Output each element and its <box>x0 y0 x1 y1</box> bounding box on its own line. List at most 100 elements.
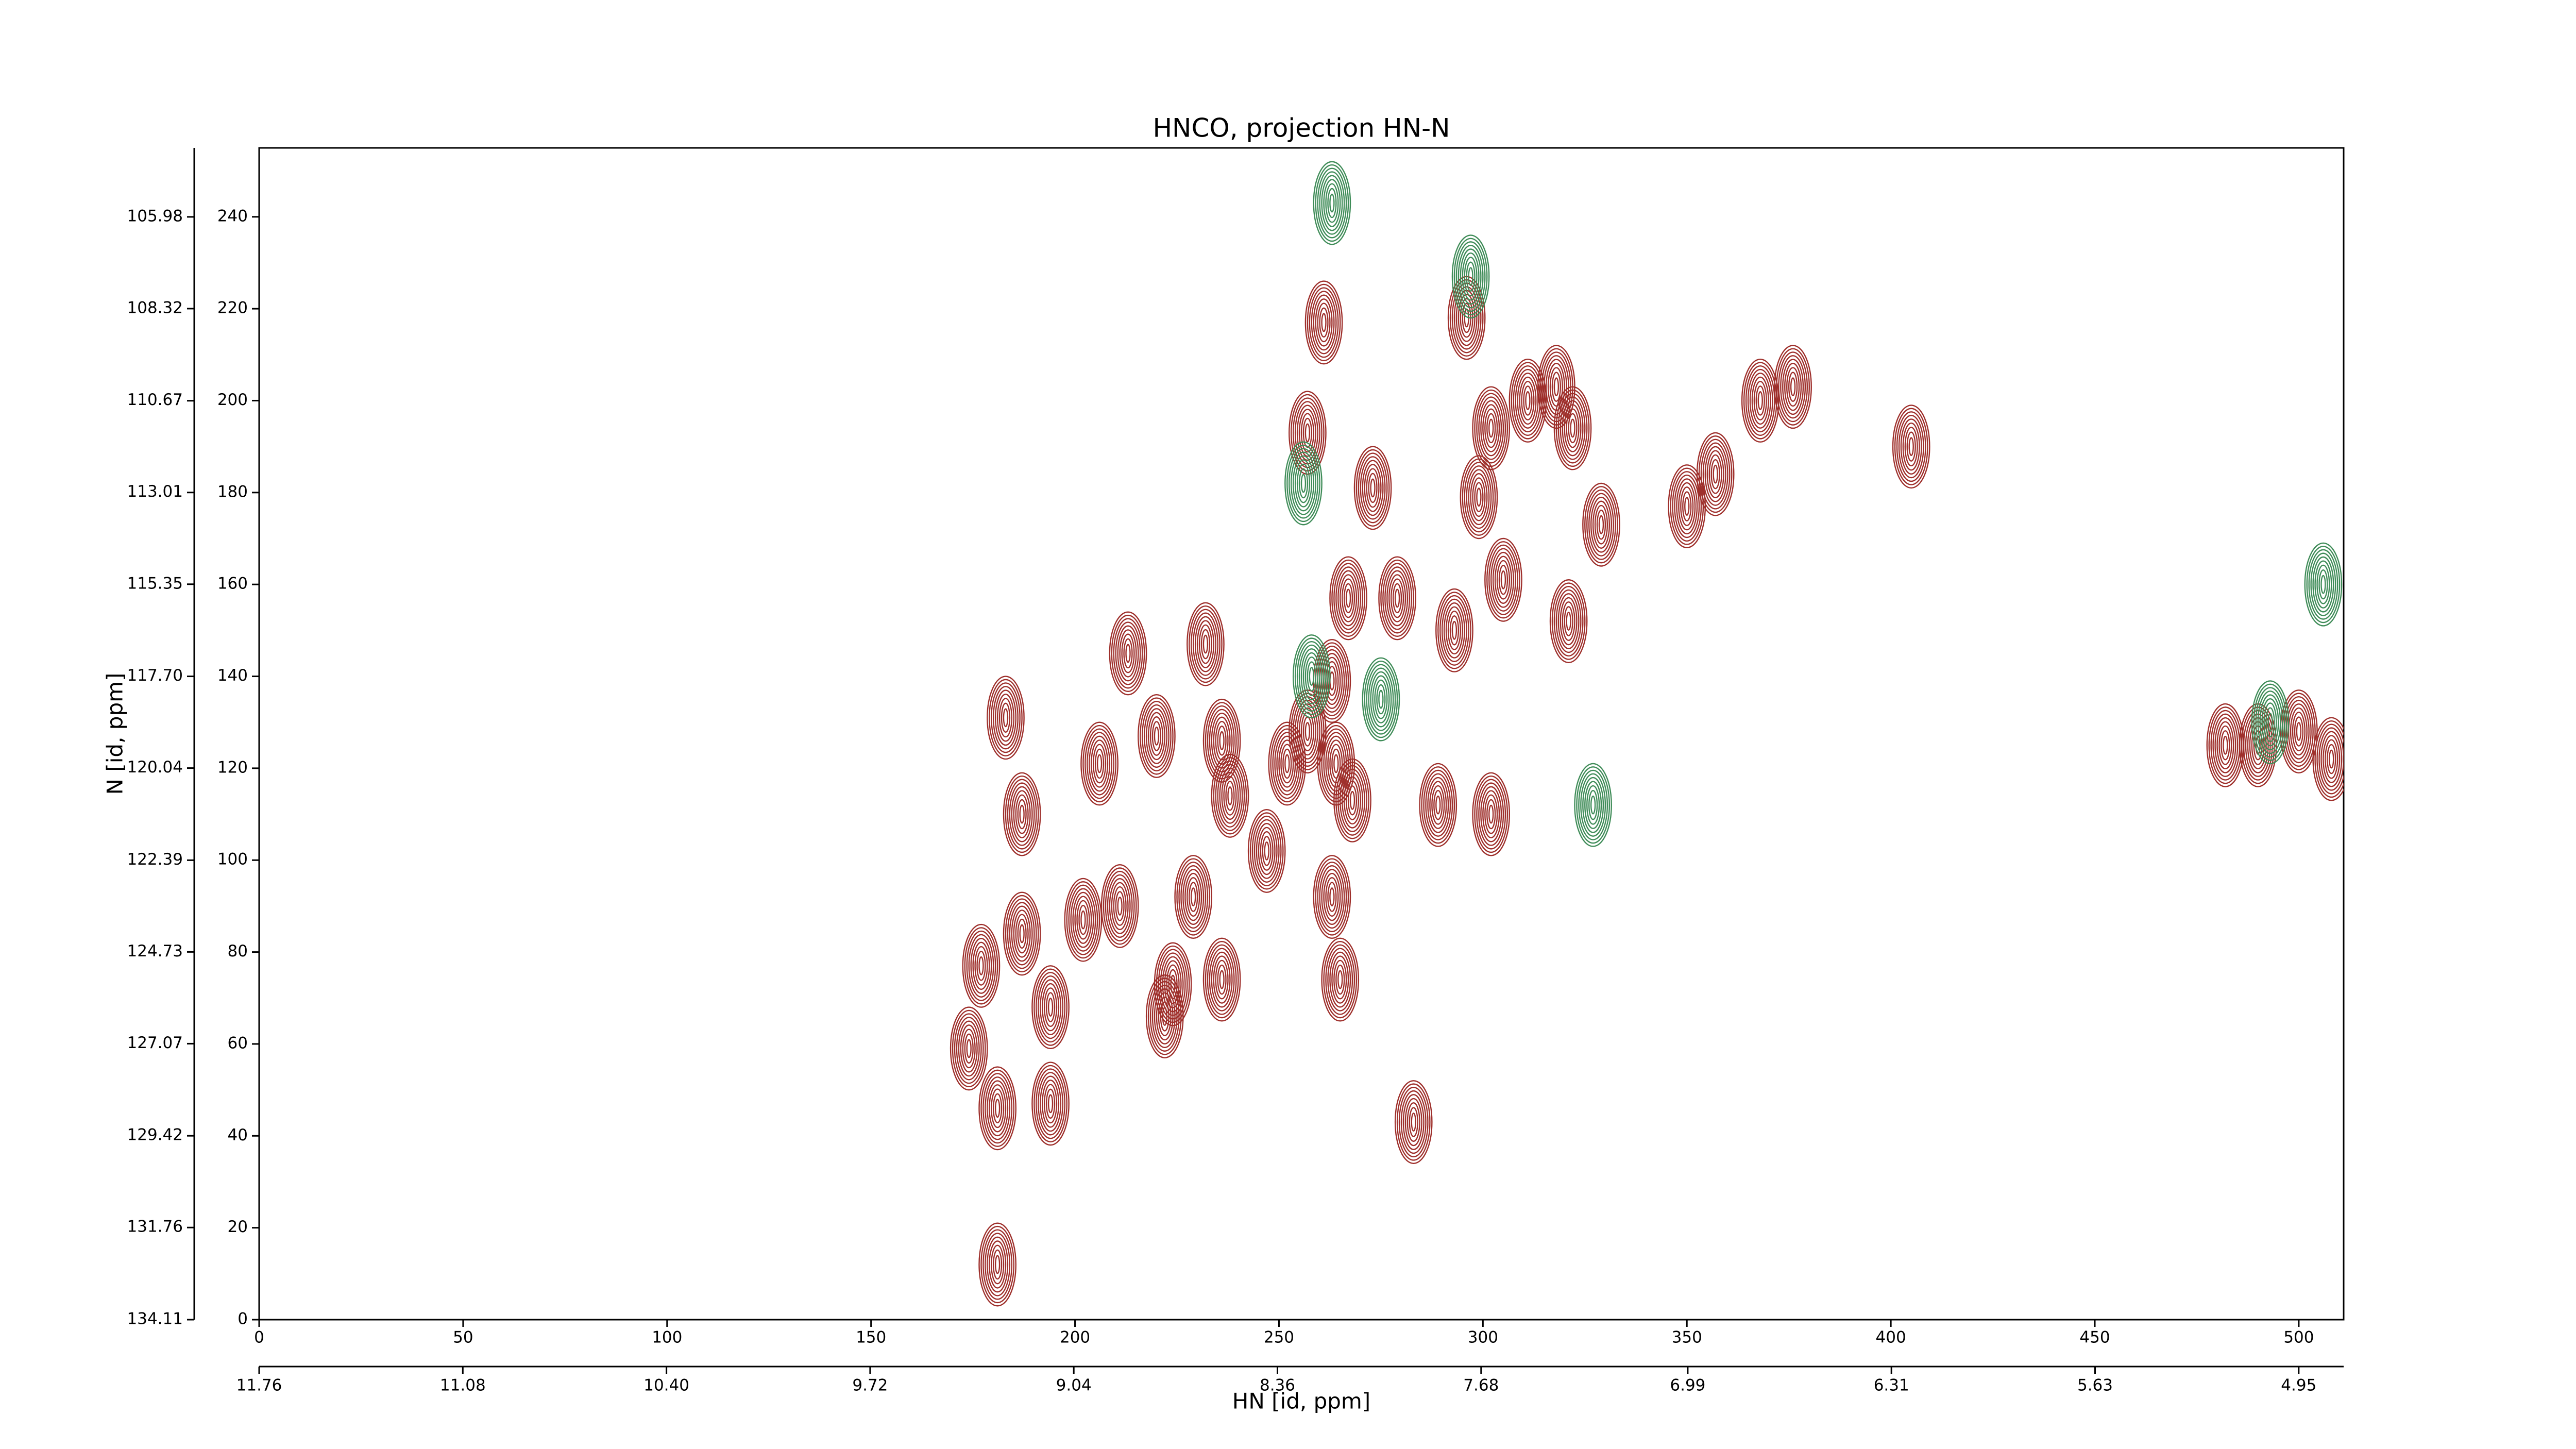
contour-level <box>1545 359 1567 415</box>
contour-level <box>1317 167 1347 239</box>
contour-level <box>1433 790 1443 820</box>
contour-level <box>1904 427 1918 467</box>
contour-level <box>1555 389 1590 467</box>
x-tick-label: 250 <box>1264 1328 1294 1347</box>
contour-level <box>1906 431 1916 462</box>
contour-level <box>1460 248 1482 305</box>
contour-level <box>1551 582 1586 660</box>
contour-level <box>1423 769 1453 840</box>
peak-contour <box>1574 763 1612 847</box>
contour-level <box>1553 586 1584 657</box>
contour-level <box>1466 465 1492 529</box>
contour-level <box>1154 727 1160 746</box>
y2-tick-label: 115.35 <box>127 574 183 593</box>
peak-contour <box>950 1006 988 1091</box>
contour-level <box>1040 979 1062 1035</box>
contour-level <box>1194 616 1216 672</box>
y-tick-label: 60 <box>228 1034 248 1052</box>
contour-level <box>1309 287 1339 358</box>
contour-level <box>1523 385 1533 416</box>
contour-level <box>1315 298 1333 347</box>
contour-level <box>1187 877 1200 917</box>
contour-level <box>1019 804 1025 824</box>
contour-level <box>1300 648 1323 704</box>
contour-level <box>1078 904 1088 935</box>
contour-level <box>1743 362 1777 440</box>
contour-level <box>1698 435 1733 513</box>
contour-level <box>1115 621 1141 685</box>
contour-level <box>1258 827 1276 875</box>
contour-level <box>996 694 1014 742</box>
peak-contour <box>1003 772 1041 856</box>
contour-level <box>2221 730 2230 761</box>
contour-level <box>1166 964 1180 1004</box>
contour-level <box>1566 408 1580 448</box>
contour-level <box>998 698 1013 738</box>
contour-level <box>1011 905 1033 962</box>
contour-level <box>1592 500 1610 549</box>
contour-level <box>968 934 994 998</box>
contour-level <box>1511 362 1545 440</box>
contour-level <box>966 1039 972 1058</box>
contour-level <box>1223 776 1237 816</box>
contour-level <box>2318 727 2344 791</box>
contour-level <box>1335 566 1362 630</box>
contour-level <box>1706 450 1724 498</box>
y2-tick-label: 134.11 <box>127 1310 183 1328</box>
contour-level <box>985 1233 1011 1296</box>
contour-level <box>1117 896 1123 916</box>
contour-level <box>2212 713 2239 777</box>
contour-level <box>1082 724 1116 803</box>
contour-level <box>1745 365 1775 436</box>
contour-level <box>2210 710 2241 781</box>
contour-level <box>1462 458 1496 536</box>
contour-level <box>1042 1080 1060 1128</box>
contour-level <box>1406 1102 1420 1142</box>
contour-level <box>1140 697 1174 775</box>
contour-level <box>1580 773 1606 837</box>
contour-level <box>1362 460 1384 516</box>
contour-level <box>1486 799 1496 830</box>
y2-tick-label: 131.76 <box>127 1218 183 1236</box>
contour-level <box>1221 771 1239 820</box>
x-tick-label: 300 <box>1468 1328 1498 1347</box>
contour-level <box>1270 724 1304 803</box>
contour-level <box>1335 762 1369 839</box>
contour-level <box>1431 785 1445 825</box>
peak-contour <box>1289 391 1327 475</box>
x2-tick-label: 6.99 <box>1670 1376 1705 1395</box>
contour-level <box>1576 766 1610 844</box>
contour-level <box>1068 884 1098 955</box>
contour-level <box>2329 749 2334 769</box>
x-tick-label: 400 <box>1876 1328 1906 1347</box>
contour-level <box>1145 708 1167 764</box>
contour-level <box>1488 544 1518 615</box>
contour-level <box>1710 459 1720 490</box>
peak-contour <box>2251 680 2290 765</box>
contour-level <box>1484 408 1498 448</box>
peak-contour <box>1362 657 1400 742</box>
contour-level <box>1107 874 1133 938</box>
contour-level <box>1398 1087 1429 1158</box>
peak-contour <box>1892 405 1930 489</box>
contour-level <box>1013 790 1031 838</box>
contour-level <box>1402 1094 1425 1150</box>
contour-level <box>1191 609 1221 680</box>
contour-level <box>1147 712 1165 761</box>
peak-contour <box>1064 878 1103 962</box>
contour-level <box>1378 689 1384 709</box>
contour-level <box>1327 188 1337 218</box>
contour-level <box>1329 193 1335 213</box>
contour-level <box>1786 367 1800 407</box>
contour-level <box>1321 313 1327 332</box>
x-tick-label: 350 <box>1672 1328 1702 1347</box>
contour-level <box>1292 455 1314 512</box>
contour-level <box>1298 468 1309 499</box>
contour-level <box>2218 725 2232 765</box>
contour-level <box>1147 978 1182 1055</box>
contour-level <box>1455 241 1486 312</box>
contour-level <box>1091 739 1109 788</box>
x2-tick-label: 10.40 <box>643 1376 689 1395</box>
contour-level <box>1219 731 1225 750</box>
contour-level <box>1315 858 1349 936</box>
